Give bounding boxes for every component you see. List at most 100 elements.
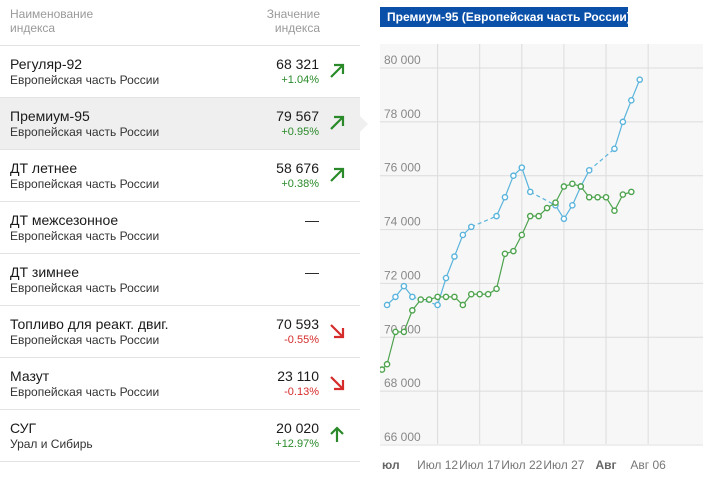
arrow-down-right-icon bbox=[330, 324, 345, 339]
data-point bbox=[510, 247, 517, 255]
chart-area: 66 000 68 000 70 000 72 000 74 000 76 000 78 0… bbox=[380, 44, 716, 481]
data-point bbox=[493, 285, 500, 293]
x-tick-label: юл bbox=[382, 458, 400, 472]
table-row[interactable]: ДТ летнее Европейская часть России 58 676 +… bbox=[0, 150, 360, 202]
index-value: 20 020 bbox=[276, 420, 319, 436]
arrow-up-icon bbox=[330, 426, 344, 442]
series-line-segment bbox=[495, 197, 506, 217]
series-line-segment bbox=[521, 167, 531, 193]
data-point bbox=[628, 188, 635, 196]
data-point bbox=[451, 293, 458, 301]
data-point bbox=[526, 212, 534, 220]
y-tick-label: 76 000 bbox=[384, 161, 421, 175]
y-tick-label: 80 000 bbox=[384, 53, 421, 67]
series-line-segment bbox=[471, 215, 497, 228]
table-row[interactable]: Мазут Европейская часть России 23 110 -0.13… bbox=[0, 358, 360, 410]
y-tick-label: 66 000 bbox=[384, 430, 421, 444]
index-value: 70 593 bbox=[276, 316, 319, 332]
table-row[interactable]: Топливо для реакт. двиг. Европейская част… bbox=[0, 306, 360, 358]
index-table: Наименование индекса Значение индекса Регу… bbox=[0, 0, 368, 462]
data-point bbox=[425, 296, 433, 303]
plot-background bbox=[380, 44, 703, 444]
data-point bbox=[434, 301, 441, 309]
index-change: -0.55% bbox=[284, 334, 319, 346]
data-point bbox=[619, 118, 627, 126]
index-name: Премиум-95 bbox=[10, 108, 90, 124]
data-point bbox=[392, 328, 399, 336]
y-tick-label: 78 000 bbox=[384, 107, 421, 121]
data-point bbox=[535, 212, 542, 220]
data-point bbox=[543, 204, 551, 212]
series-line-segment bbox=[529, 191, 556, 206]
index-change: +0.95% bbox=[281, 126, 319, 138]
data-point bbox=[518, 164, 526, 171]
data-point bbox=[636, 76, 644, 83]
index-name: Мазут bbox=[10, 368, 50, 384]
data-point bbox=[476, 290, 484, 298]
index-value: 58 676 bbox=[276, 160, 319, 176]
data-point bbox=[383, 360, 391, 368]
x-tick-label: Авг 06 bbox=[630, 458, 666, 472]
index-value: 23 110 bbox=[277, 368, 319, 384]
series-line-segment bbox=[445, 256, 455, 279]
data-point bbox=[459, 231, 467, 239]
index-change: +12.97% bbox=[275, 438, 319, 450]
data-point bbox=[467, 223, 475, 231]
data-point bbox=[459, 301, 467, 309]
data-point bbox=[484, 290, 492, 298]
index-region: Европейская часть России bbox=[10, 333, 160, 347]
table-row[interactable]: Регуляр-92 Европейская часть России 68 321… bbox=[0, 46, 360, 98]
index-region: Европейская часть России bbox=[10, 177, 160, 191]
index-region: Европейская часть России bbox=[10, 73, 160, 87]
data-point bbox=[560, 183, 568, 190]
series-line-segment bbox=[495, 253, 506, 289]
series-line-segment bbox=[588, 148, 615, 171]
series-line-segment bbox=[412, 296, 438, 306]
data-point bbox=[383, 301, 391, 309]
data-point bbox=[560, 215, 568, 223]
data-point bbox=[526, 188, 534, 196]
header-value: Значение индекса bbox=[266, 7, 320, 35]
table-row[interactable]: ДТ зимнее Европейская часть России — bbox=[0, 254, 360, 306]
y-tick-label: 72 000 bbox=[384, 268, 421, 282]
series-line-segment bbox=[622, 100, 632, 123]
y-tick-label: 68 000 bbox=[384, 376, 421, 390]
index-name: СУГ bbox=[10, 420, 37, 436]
index-name: ДТ межсезонное bbox=[10, 212, 119, 228]
series-line-segment bbox=[386, 331, 397, 365]
series-line-segment bbox=[403, 310, 413, 333]
index-region: Европейская часть России bbox=[10, 229, 160, 243]
index-change: -0.13% bbox=[284, 386, 319, 398]
table-row[interactable]: Премиум-95 Европейская часть России 79 567… bbox=[0, 98, 368, 150]
header-name: Наименование индекса bbox=[10, 7, 94, 35]
index-name: Топливо для реакт. двиг. bbox=[10, 316, 169, 332]
data-point bbox=[501, 193, 509, 201]
data-point bbox=[552, 199, 559, 206]
data-point bbox=[442, 274, 450, 282]
arrow-up-right-icon bbox=[330, 63, 345, 78]
series-line-segment bbox=[571, 186, 582, 206]
index-name: ДТ летнее bbox=[10, 160, 78, 176]
active-row-pointer bbox=[360, 116, 368, 132]
x-tick-label: Июл 27 bbox=[543, 458, 584, 472]
x-tick-label: Июл 22 bbox=[501, 458, 542, 472]
series-line-segment bbox=[613, 121, 624, 149]
table-header: Наименование индекса Значение индекса bbox=[0, 0, 360, 46]
data-point bbox=[510, 172, 517, 180]
index-change: +1.04% bbox=[281, 74, 319, 86]
data-point bbox=[434, 293, 441, 301]
index-change: +0.38% bbox=[281, 178, 319, 190]
table-row[interactable]: СУГ Урал и Сибирь 20 020 +12.97% bbox=[0, 410, 360, 462]
data-point bbox=[501, 250, 509, 258]
index-region: Европейская часть России bbox=[10, 385, 160, 399]
chart-title: Премиум-95 (Европейская часть России) bbox=[380, 7, 631, 27]
series-line-segment bbox=[630, 79, 641, 101]
index-value: — bbox=[305, 264, 319, 280]
data-point bbox=[400, 328, 408, 336]
table-row[interactable]: ДТ межсезонное Европейская часть России — bbox=[0, 202, 360, 254]
data-point bbox=[451, 253, 458, 260]
data-point bbox=[602, 193, 610, 201]
data-point bbox=[400, 282, 408, 290]
y-tick-label: 74 000 bbox=[384, 215, 421, 229]
